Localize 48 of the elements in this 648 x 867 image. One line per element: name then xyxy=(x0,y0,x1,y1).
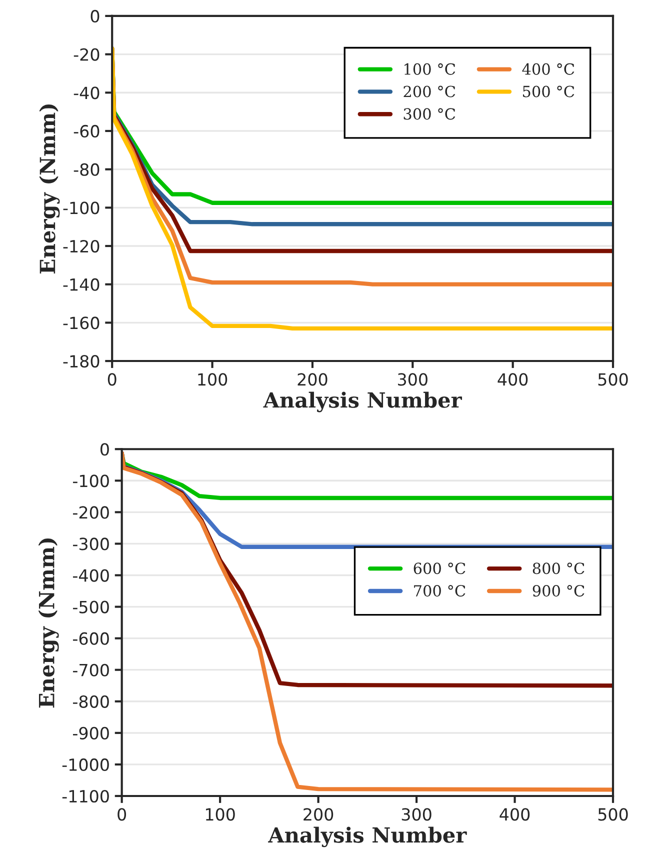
x-tick-label: 100 xyxy=(206,808,235,821)
y-tick-label: -700 xyxy=(73,664,109,676)
x-tick-label: 300 xyxy=(398,373,428,386)
legend-label: 200 °C xyxy=(404,86,456,98)
x-tick-label: 200 xyxy=(304,808,334,821)
x-tick-label: 400 xyxy=(500,808,530,821)
x-tick-label: 200 xyxy=(298,373,328,386)
legend-label: 600 °C xyxy=(414,562,466,574)
y-tick-label: -500 xyxy=(73,600,109,614)
y-tick-label: -800 xyxy=(73,695,109,708)
x-tick-label: 400 xyxy=(498,373,528,386)
y-axis-title: Energy (Nmm) xyxy=(39,104,60,274)
x-tick-label: 300 xyxy=(402,808,432,821)
line-series xyxy=(112,46,614,331)
y-tick-label: -400 xyxy=(73,569,109,582)
y-tick-label: -40 xyxy=(74,86,100,100)
y-tick-label: -900 xyxy=(73,726,109,740)
y-tick-label: -160 xyxy=(63,316,100,330)
y-tick-label: -1000 xyxy=(62,758,109,772)
y-tick-label: -180 xyxy=(63,354,100,368)
y-tick-label: -20 xyxy=(74,48,100,61)
legend-label: 700 °C xyxy=(414,585,466,597)
legend-label: 300 °C xyxy=(404,108,456,120)
legend-label: 100 °C xyxy=(404,63,456,75)
y-tick-label: -80 xyxy=(74,163,100,176)
y-tick-label: -1100 xyxy=(62,790,109,803)
x-tick-label: 100 xyxy=(198,373,228,386)
y-tick-label: -140 xyxy=(63,278,100,291)
y-tick-label: -600 xyxy=(73,632,109,645)
x-axis-title: Analysis Number xyxy=(263,392,462,412)
y-tick-label: 0 xyxy=(100,443,109,456)
x-axis-title: Analysis Number xyxy=(268,826,467,848)
y-tick-label: -100 xyxy=(73,474,109,488)
legend-label: 400 °C xyxy=(522,63,574,75)
legend-label: 500 °C xyxy=(523,86,574,98)
x-tick-label: 500 xyxy=(598,808,628,821)
y-tick-label: -100 xyxy=(63,202,100,214)
x-tick-label: 0 xyxy=(118,808,126,821)
y-tick-label: -60 xyxy=(74,124,100,138)
y-tick-label: -120 xyxy=(63,240,100,253)
x-tick-label: 500 xyxy=(598,373,628,386)
line-series xyxy=(122,451,614,792)
legend-label: 800 °C xyxy=(532,562,584,574)
y-tick-label: -200 xyxy=(73,506,109,519)
y-tick-label: -300 xyxy=(73,538,109,550)
legend-label: 900 °C xyxy=(532,585,584,597)
y-tick-label: 0 xyxy=(90,10,100,23)
y-axis-title: Energy (Nmm) xyxy=(38,538,59,708)
